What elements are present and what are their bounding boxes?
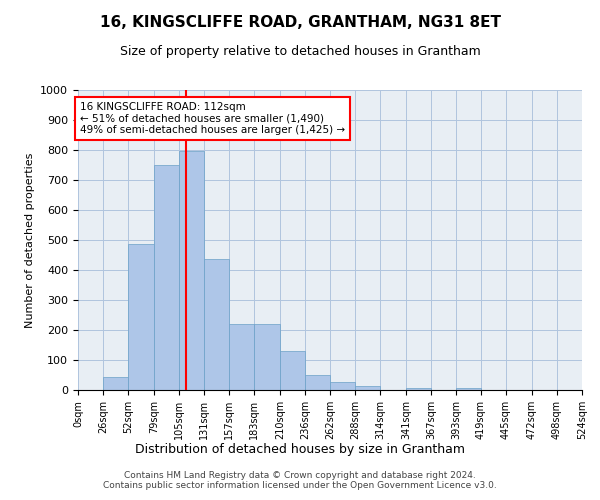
Text: 16 KINGSCLIFFE ROAD: 112sqm
← 51% of detached houses are smaller (1,490)
49% of : 16 KINGSCLIFFE ROAD: 112sqm ← 51% of det… <box>80 102 345 135</box>
Text: 16, KINGSCLIFFE ROAD, GRANTHAM, NG31 8ET: 16, KINGSCLIFFE ROAD, GRANTHAM, NG31 8ET <box>100 15 500 30</box>
Bar <box>229 324 254 390</box>
Bar <box>103 378 128 390</box>
Bar <box>406 388 431 390</box>
Bar <box>154 165 179 390</box>
Bar <box>179 151 204 390</box>
Y-axis label: Number of detached properties: Number of detached properties <box>25 152 35 328</box>
Bar <box>204 259 229 390</box>
Bar <box>305 375 330 390</box>
Bar <box>280 352 305 390</box>
Text: Size of property relative to detached houses in Grantham: Size of property relative to detached ho… <box>119 45 481 58</box>
Text: Distribution of detached houses by size in Grantham: Distribution of detached houses by size … <box>135 442 465 456</box>
Bar <box>254 324 280 390</box>
Text: Contains HM Land Registry data © Crown copyright and database right 2024.
Contai: Contains HM Land Registry data © Crown c… <box>103 470 497 490</box>
Bar <box>128 244 154 390</box>
Bar <box>355 386 380 390</box>
Bar <box>456 388 481 390</box>
Bar <box>330 382 355 390</box>
